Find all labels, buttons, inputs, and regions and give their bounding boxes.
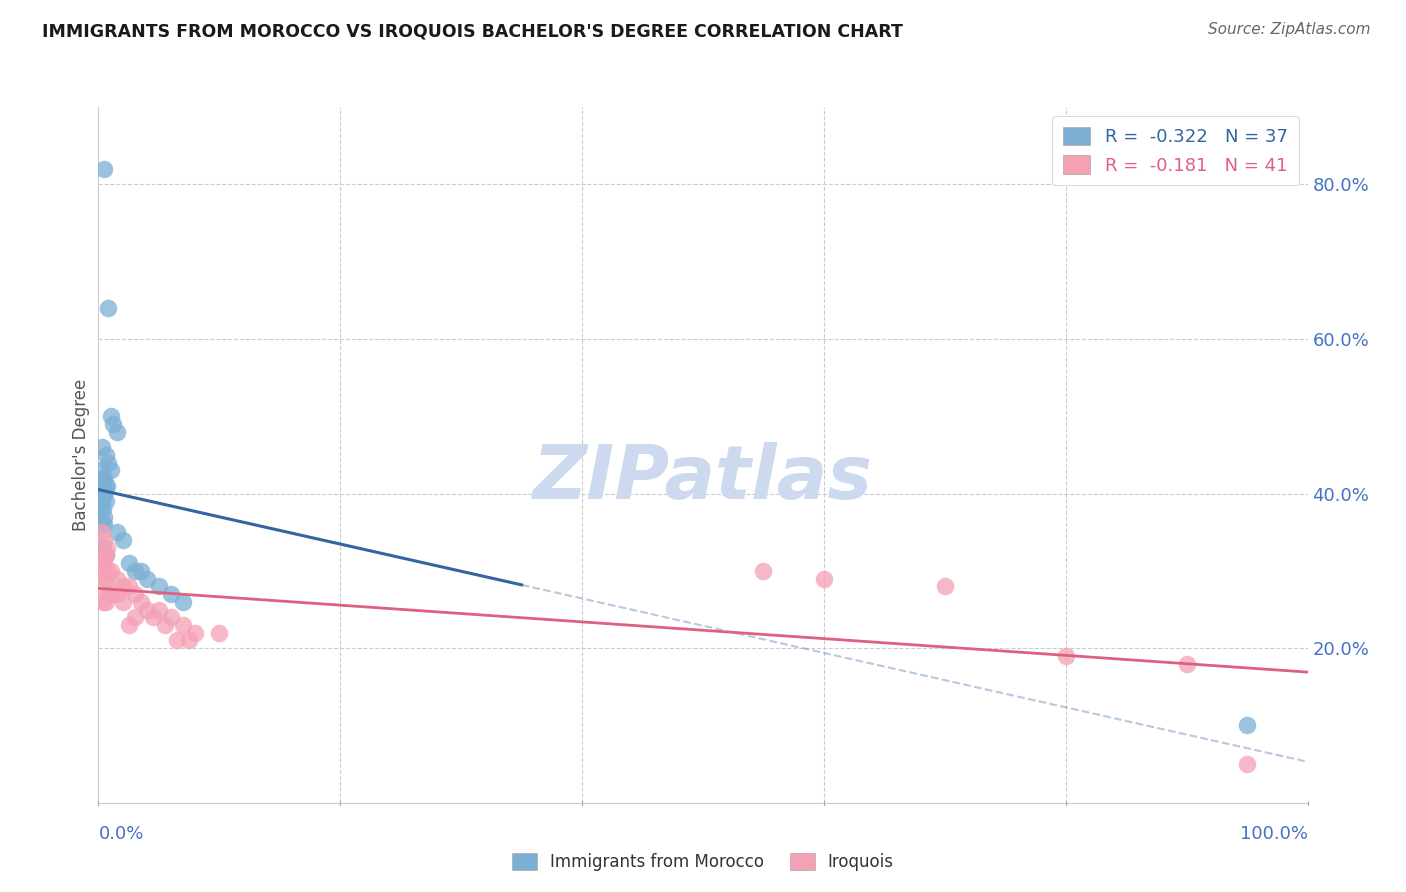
- Point: [91, 556, 114, 570]
- Point: [97, 456, 120, 470]
- Point: [91, 502, 114, 516]
- Point: [96, 479, 118, 493]
- Point: [118, 556, 141, 570]
- Point: [90, 494, 112, 508]
- Point: [105, 587, 128, 601]
- Y-axis label: Bachelor's Degree: Bachelor's Degree: [72, 379, 90, 531]
- Point: [93, 556, 115, 570]
- Point: [813, 572, 835, 586]
- Point: [172, 618, 194, 632]
- Point: [94, 572, 117, 586]
- Point: [1054, 648, 1077, 663]
- Point: [91, 579, 114, 593]
- Point: [94, 549, 117, 563]
- Point: [100, 564, 122, 578]
- Point: [179, 633, 201, 648]
- Point: [94, 549, 117, 563]
- Point: [90, 502, 112, 516]
- Point: [172, 595, 194, 609]
- Point: [160, 587, 183, 601]
- Point: [124, 587, 146, 601]
- Point: [91, 541, 114, 555]
- Point: [105, 525, 128, 540]
- Point: [100, 409, 122, 424]
- Point: [148, 579, 170, 593]
- Point: [94, 479, 117, 493]
- Text: Source: ZipAtlas.com: Source: ZipAtlas.com: [1208, 22, 1371, 37]
- Point: [184, 625, 207, 640]
- Point: [91, 440, 114, 454]
- Point: [91, 479, 114, 493]
- Point: [142, 610, 165, 624]
- Point: [91, 549, 114, 563]
- Point: [91, 494, 114, 508]
- Point: [111, 579, 134, 593]
- Point: [91, 564, 114, 578]
- Point: [105, 572, 128, 586]
- Legend: Immigrants from Morocco, Iroquois: Immigrants from Morocco, Iroquois: [506, 847, 900, 878]
- Point: [166, 633, 188, 648]
- Text: 0.0%: 0.0%: [98, 825, 143, 843]
- Point: [118, 579, 141, 593]
- Point: [105, 425, 128, 439]
- Text: ZIPatlas: ZIPatlas: [533, 442, 873, 515]
- Point: [129, 595, 152, 609]
- Point: [91, 525, 114, 540]
- Point: [93, 161, 115, 176]
- Point: [90, 463, 112, 477]
- Text: IMMIGRANTS FROM MOROCCO VS IROQUOIS BACHELOR'S DEGREE CORRELATION CHART: IMMIGRANTS FROM MOROCCO VS IROQUOIS BACH…: [42, 22, 903, 40]
- Point: [129, 564, 152, 578]
- Point: [97, 564, 120, 578]
- Point: [91, 486, 114, 500]
- Point: [93, 486, 115, 500]
- Point: [111, 533, 134, 547]
- Point: [96, 541, 118, 555]
- Point: [91, 595, 114, 609]
- Point: [135, 602, 157, 616]
- Point: [135, 572, 157, 586]
- Point: [100, 587, 122, 601]
- Point: [148, 602, 170, 616]
- Point: [93, 509, 115, 524]
- Point: [160, 610, 183, 624]
- Point: [93, 517, 115, 532]
- Point: [94, 494, 117, 508]
- Point: [101, 417, 124, 431]
- Point: [97, 587, 120, 601]
- Point: [124, 564, 146, 578]
- Point: [1175, 657, 1198, 671]
- Point: [93, 471, 115, 485]
- Point: [208, 625, 231, 640]
- Point: [93, 533, 115, 547]
- Point: [97, 301, 120, 315]
- Point: [752, 564, 775, 578]
- Point: [94, 448, 117, 462]
- Point: [153, 618, 176, 632]
- Point: [91, 517, 114, 532]
- Point: [118, 618, 141, 632]
- Point: [124, 610, 146, 624]
- Point: [934, 579, 956, 593]
- Text: 100.0%: 100.0%: [1240, 825, 1308, 843]
- Point: [94, 595, 117, 609]
- Point: [100, 463, 122, 477]
- Point: [1236, 757, 1258, 772]
- Point: [111, 595, 134, 609]
- Point: [1236, 718, 1258, 732]
- Point: [91, 471, 114, 485]
